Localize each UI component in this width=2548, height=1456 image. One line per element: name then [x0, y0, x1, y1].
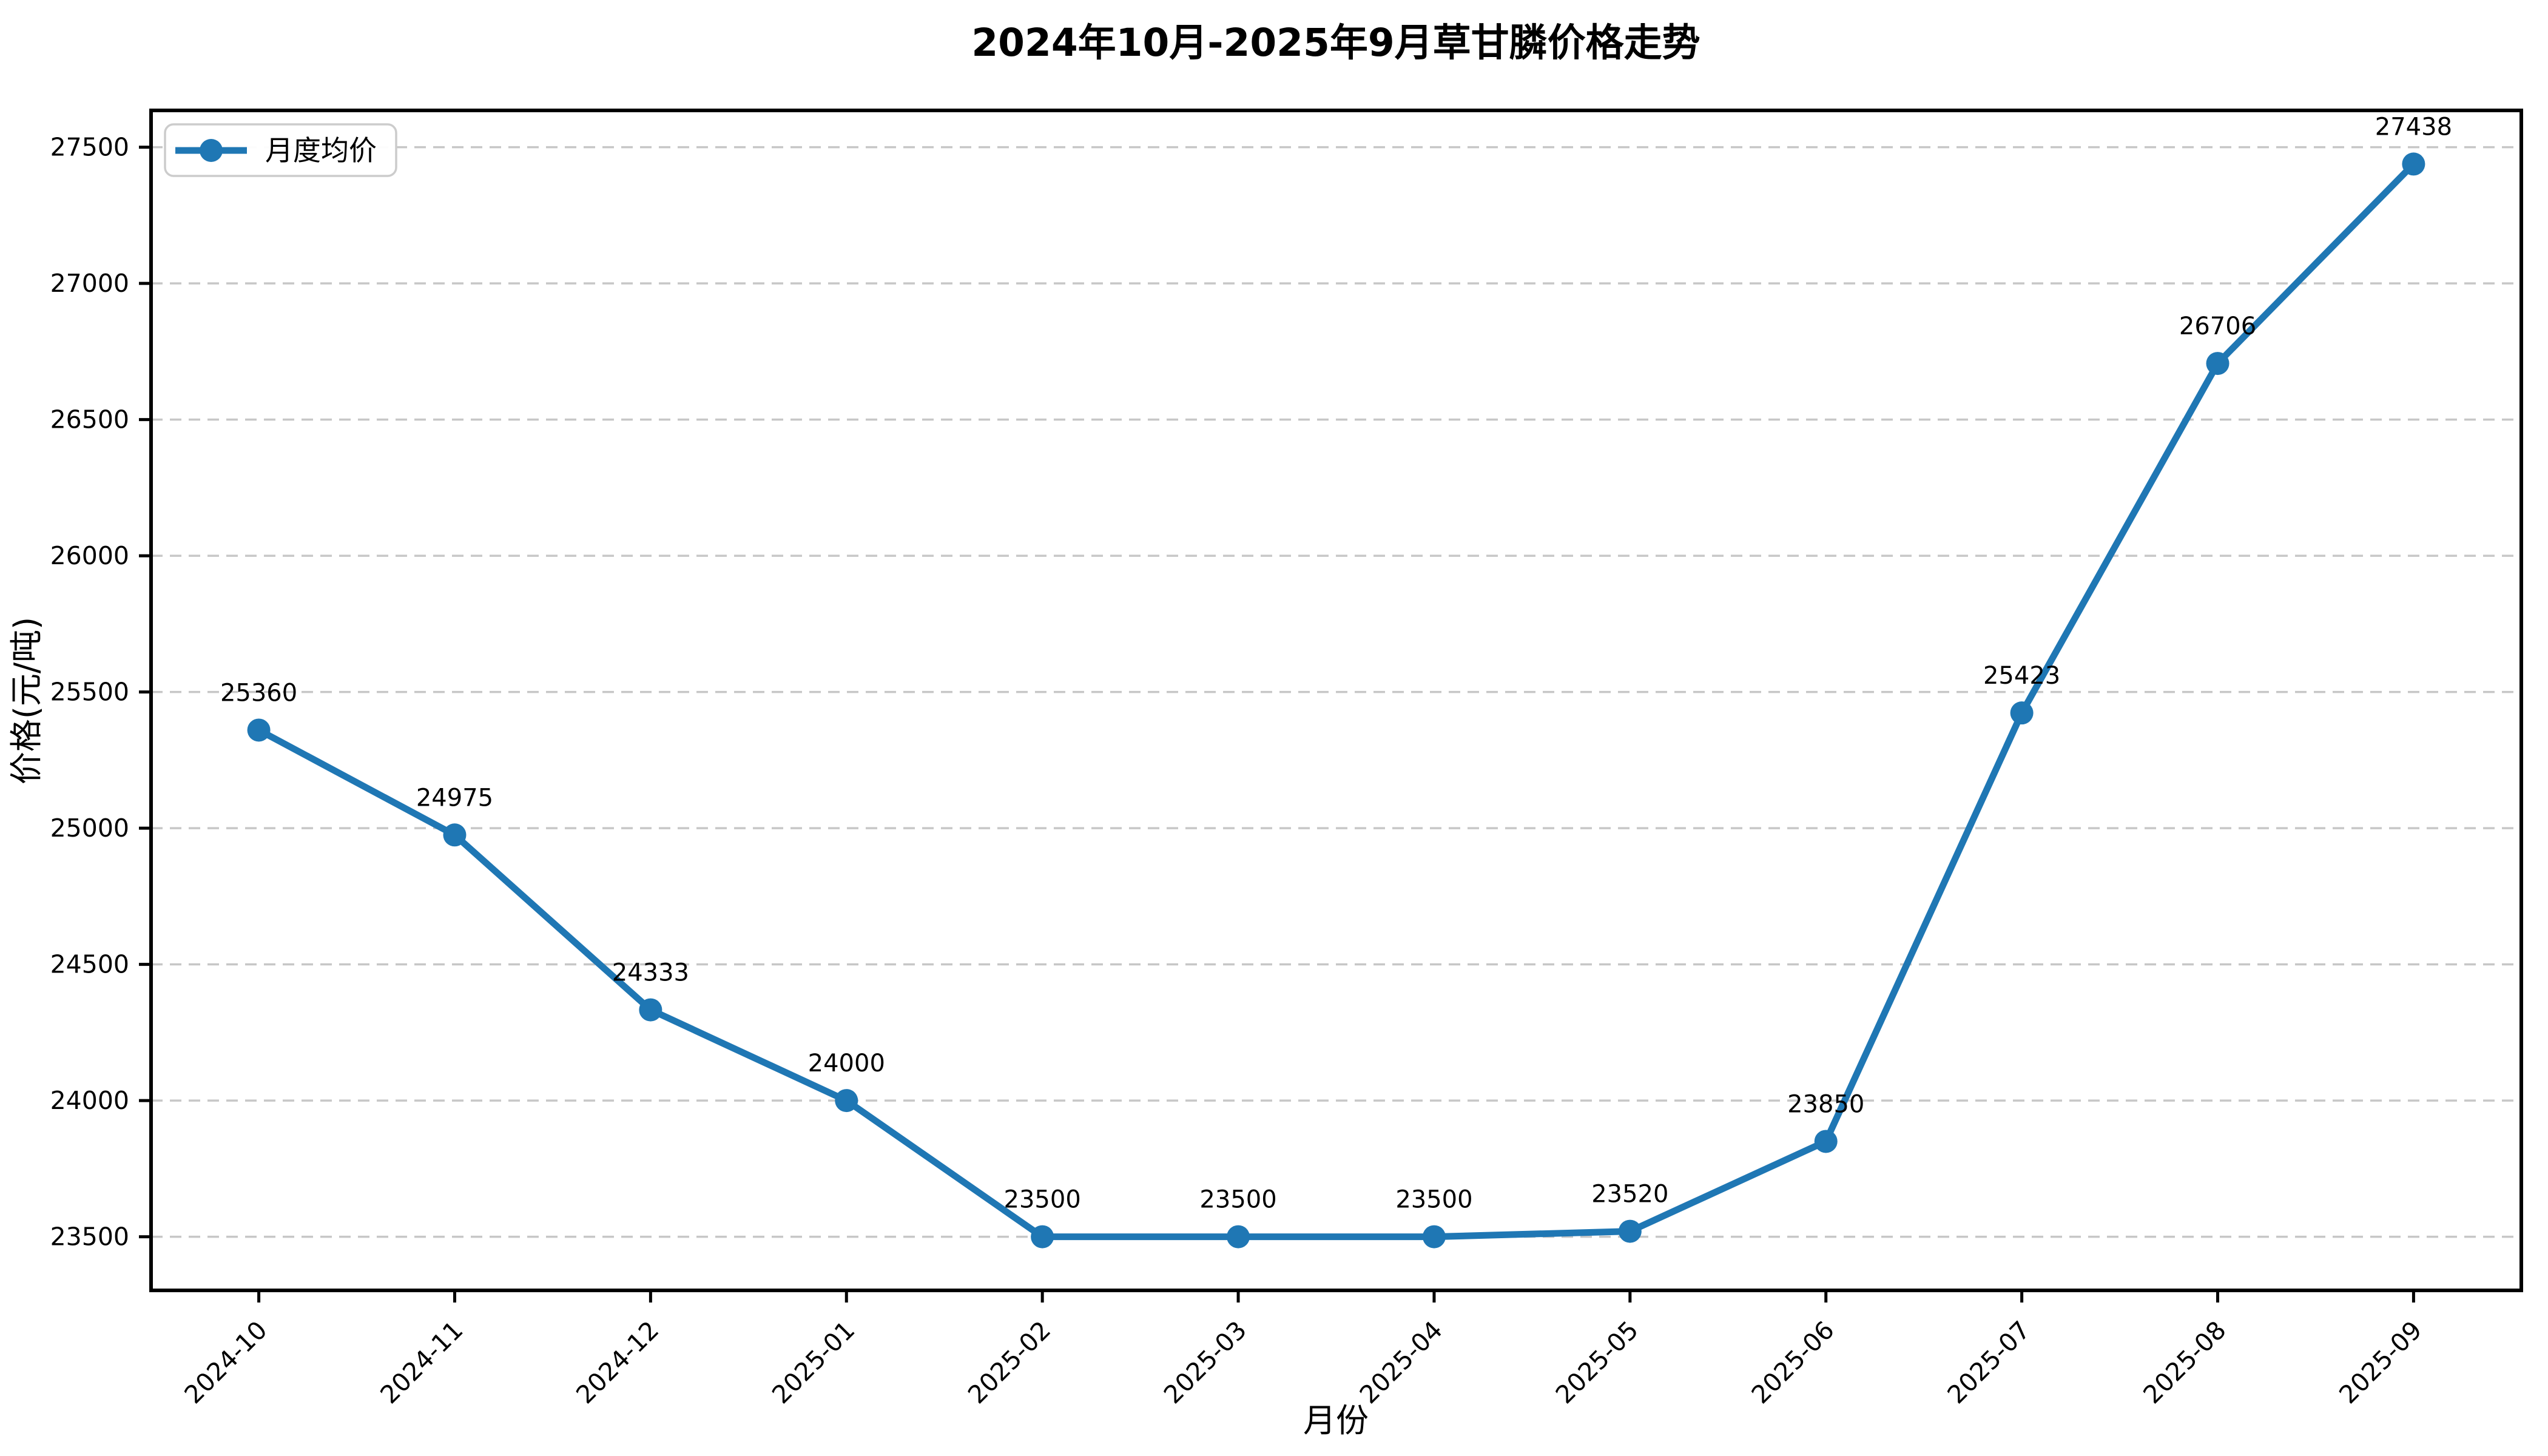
- data-point-2024-11: [443, 823, 467, 847]
- point-value-label: 23500: [1395, 1186, 1472, 1214]
- y-tick-label: 25000: [50, 814, 129, 843]
- x-tick-label: 2024-12: [570, 1315, 664, 1409]
- data-point-2025-04: [1422, 1225, 1446, 1249]
- data-point-2025-09: [2402, 152, 2425, 176]
- price-line: [255, 160, 2417, 1241]
- x-tick-label: 2025-05: [1550, 1315, 1644, 1409]
- data-point-2025-08: [2206, 352, 2230, 376]
- x-tick-label: 2024-11: [374, 1315, 468, 1409]
- point-value-label: 23850: [1787, 1090, 1864, 1118]
- axis-ticks: 23500 24000 24500 25000 25500 26000 26500 27000…: [50, 133, 2428, 1410]
- x-tick-label: 2025-03: [1158, 1315, 1252, 1409]
- point-value-label: 25423: [1983, 662, 2060, 690]
- y-tick-label: 24500: [50, 950, 129, 979]
- y-axis-title: 价格(元/吨): [7, 617, 46, 784]
- x-tick-label: 2025-02: [962, 1315, 1056, 1409]
- data-point-2025-07: [2010, 701, 2034, 725]
- point-value-label: 24000: [808, 1050, 885, 1077]
- y-tick-label: 27000: [50, 269, 129, 298]
- chart-title: 2024年10月-2025年9月草甘膦价格走势: [971, 21, 1700, 65]
- y-tick-label: 25500: [50, 678, 129, 707]
- data-point-2025-03: [1227, 1225, 1250, 1249]
- x-tick-label: 2025-04: [1354, 1315, 1448, 1409]
- point-value-label: 24975: [416, 784, 493, 812]
- x-tick-label: 2025-09: [2333, 1315, 2427, 1409]
- data-point-2025-06: [1814, 1130, 1838, 1153]
- y-tick-label: 26000: [50, 541, 129, 570]
- data-point-2025-02: [1031, 1225, 1054, 1249]
- data-labels: 25360 24975 24333 24000 23500 23500 23500 23520…: [220, 113, 2452, 1213]
- plot-border: [149, 109, 2523, 1292]
- gridlines: [151, 146, 2521, 1238]
- legend-marker-icon: [200, 139, 223, 162]
- point-value-label: 23500: [1199, 1186, 1276, 1214]
- axes-spines: [149, 109, 2523, 1292]
- y-tick-label: 23500: [50, 1222, 129, 1252]
- data-point-2024-12: [639, 998, 662, 1022]
- x-tick-label: 2025-08: [2138, 1315, 2232, 1409]
- data-point-2025-01: [835, 1089, 858, 1113]
- x-axis-title: 月份: [1303, 1401, 1369, 1440]
- point-value-label: 25360: [220, 679, 297, 707]
- point-value-label: 27438: [2375, 113, 2452, 141]
- y-tick-label: 24000: [50, 1086, 129, 1115]
- data-point-2024-10: [247, 718, 271, 742]
- legend-label: 月度均价: [265, 134, 377, 167]
- point-value-label: 23500: [1004, 1186, 1081, 1214]
- point-value-label: 24333: [612, 959, 689, 987]
- x-tick-label: 2025-07: [1942, 1315, 2036, 1409]
- legend-box: [164, 123, 397, 177]
- legend: 月度均价: [164, 123, 397, 177]
- y-tick-label: 26500: [50, 405, 129, 434]
- x-tick-label: 2025-01: [766, 1315, 860, 1409]
- y-tick-label: 27500: [50, 133, 129, 162]
- point-value-label: 23520: [1591, 1181, 1668, 1208]
- price-series: [247, 152, 2425, 1249]
- x-tick-label: 2025-06: [1746, 1315, 1840, 1409]
- data-point-2025-05: [1618, 1219, 1642, 1243]
- point-value-label: 26706: [2179, 312, 2256, 340]
- x-tick-label: 2024-10: [179, 1315, 273, 1409]
